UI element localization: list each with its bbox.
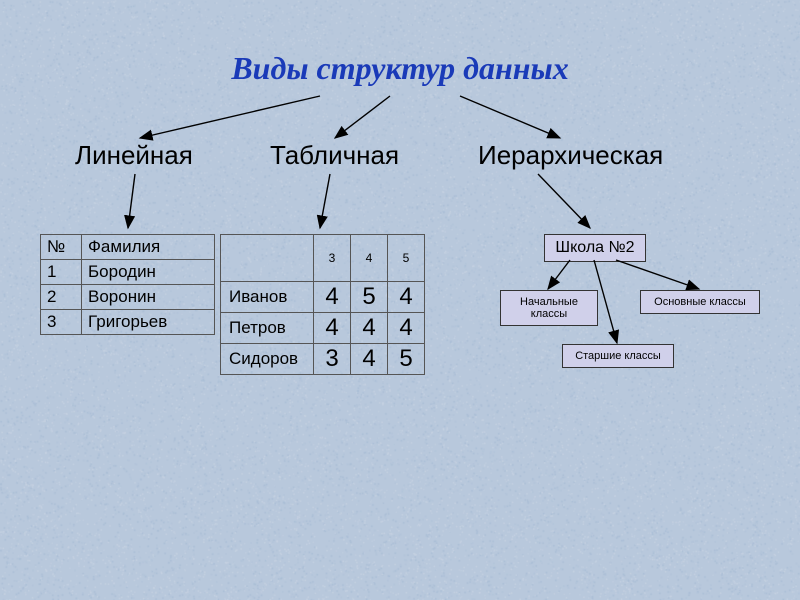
category-label: Табличная: [270, 140, 399, 171]
hierarchy-root: Школа №2: [544, 234, 646, 262]
linear-table: №Фамилия1Бородин2Воронин3Григорьев: [40, 234, 215, 335]
hierarchy-node: Старшие классы: [562, 344, 674, 368]
category-label: Линейная: [75, 140, 193, 171]
tabular-table: 345Иванов454Петров444Сидоров345: [220, 234, 425, 375]
category-label: Иерархическая: [478, 140, 663, 171]
hierarchy-node: Основные классы: [640, 290, 760, 314]
hierarchy-node: Начальные классы: [500, 290, 598, 326]
page-title: Виды структур данных: [0, 50, 800, 87]
diagram-stage: Виды структур данных Линейная Табличная Ие…: [0, 0, 800, 600]
